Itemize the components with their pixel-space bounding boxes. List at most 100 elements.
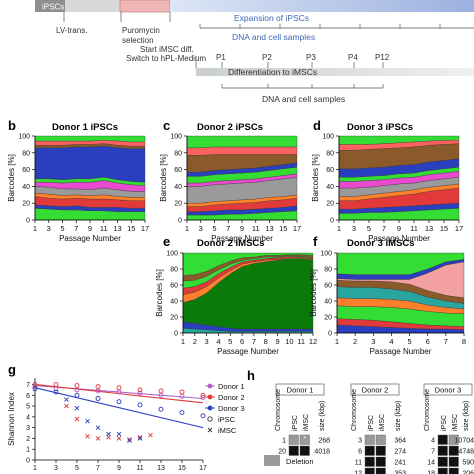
legend-deletion-swatch xyxy=(264,455,280,466)
x-tick-label: 11 xyxy=(410,224,418,233)
start-label-2: Switch to hPL-Medium xyxy=(126,54,206,63)
data-point-ipsc xyxy=(116,385,122,391)
data-point-imsc xyxy=(64,403,69,409)
data-point-imsc xyxy=(64,397,69,402)
data-point-ipsc xyxy=(137,387,143,393)
legend-marker xyxy=(207,405,213,411)
x-tick-label: 7 xyxy=(444,337,448,346)
y-tick-label: 2 xyxy=(26,436,30,443)
x-tick-label: 7 xyxy=(226,224,230,233)
legend-marker xyxy=(207,394,213,400)
samples-bottom-ticks xyxy=(221,84,384,88)
x-tick-label: 13 xyxy=(265,224,273,233)
x-tick-label: 13 xyxy=(157,465,165,472)
y-tick-label: 0 xyxy=(328,331,332,338)
y-tick-label: 100 xyxy=(18,134,30,141)
data-point-ipsc xyxy=(200,392,206,398)
x-tick-label: 17 xyxy=(455,224,463,233)
x-axis-label: Passage Number xyxy=(217,347,279,356)
cell-marker: * xyxy=(303,436,306,443)
ipsc-cell xyxy=(288,445,299,456)
y-tick-label: 1 xyxy=(26,447,30,454)
data-point-ipsc xyxy=(95,396,101,401)
area-series-11 xyxy=(186,135,298,148)
x-tick-label: 3 xyxy=(371,337,375,346)
imsc-cell xyxy=(375,434,386,445)
y-axis-label: Barcodes [%] xyxy=(311,154,320,202)
x-tick-label: 11 xyxy=(136,465,143,472)
y-tick-label: 60 xyxy=(326,167,334,174)
size-value: 241 xyxy=(394,460,406,467)
passage-p12: P12 xyxy=(375,53,390,62)
size-value: 4018 xyxy=(314,449,330,456)
start-label-1: Start iMSC diff. xyxy=(140,45,194,54)
x-tick-label: 4 xyxy=(216,337,220,346)
y-tick-label: 80 xyxy=(174,150,182,157)
area-series-8 xyxy=(34,145,146,183)
legend-marker-imsc xyxy=(207,427,213,433)
x-tick-label: 2 xyxy=(193,337,197,346)
x-tick-label: 9 xyxy=(275,337,279,346)
timeline-panel: iPSCs Expansion of iPSCs LV-trans. Purom… xyxy=(35,0,474,104)
imsc-cell xyxy=(375,456,386,467)
x-tick-label: 11 xyxy=(252,224,260,233)
chromosome-label: 11 xyxy=(355,460,362,467)
x-tick-label: 8 xyxy=(462,337,466,346)
x-tick-label: 5 xyxy=(212,224,216,233)
panel-c-title: Donor 2 iPSCs xyxy=(197,122,263,133)
x-tick-label: 2 xyxy=(353,337,357,346)
y-tick-label: 100 xyxy=(322,134,334,141)
x-tick-label: 13 xyxy=(425,224,433,233)
x-tick-label: 17 xyxy=(199,465,207,472)
data-point-imsc xyxy=(95,425,101,430)
legend-label: Donor 2 xyxy=(218,393,245,402)
data-point-imsc xyxy=(85,418,90,424)
column-header: iPSC xyxy=(441,415,448,431)
data-point-ipsc xyxy=(158,406,164,412)
y-tick-label: 80 xyxy=(170,267,178,274)
x-tick-label: 3 xyxy=(205,337,209,346)
panel-f-letter: f xyxy=(313,234,318,249)
imsc-cell xyxy=(299,445,310,456)
data-point-imsc xyxy=(127,438,132,443)
y-axis-label: Barcodes [%] xyxy=(159,154,168,202)
imsc-cell xyxy=(448,467,459,474)
y-tick-label: 100 xyxy=(320,251,332,258)
legend-deletion-label: Deletion xyxy=(286,457,314,466)
y-tick-label: 20 xyxy=(324,315,332,322)
data-point-imsc xyxy=(137,435,143,440)
y-tick-label: 80 xyxy=(326,150,334,157)
data-point-ipsc xyxy=(74,383,80,389)
y-tick-label: 6 xyxy=(26,393,30,400)
imsc-cell xyxy=(448,434,459,445)
passage-p4: P4 xyxy=(348,53,358,62)
x-tick-label: 3 xyxy=(54,465,58,472)
data-point-ipsc xyxy=(116,399,122,405)
passage-p1: P1 xyxy=(216,53,226,62)
samples-top-label: DNA and cell samples xyxy=(232,32,315,42)
x-tick-label: 3 xyxy=(352,224,356,233)
x-tick-label: 9 xyxy=(88,224,92,233)
y-axis-label: Barcodes [%] xyxy=(155,269,164,317)
data-point-ipsc xyxy=(53,389,59,395)
imsc-cell xyxy=(375,467,386,474)
y-tick-label: 40 xyxy=(174,184,182,191)
area-series-10 xyxy=(186,146,298,156)
x-tick-label: 15 xyxy=(440,224,448,233)
data-point-ipsc xyxy=(32,386,38,392)
data-point-imsc xyxy=(74,405,80,411)
y-tick-label: 100 xyxy=(166,251,178,258)
x-axis-label: Passage Number xyxy=(370,347,432,356)
x-tick-label: 13 xyxy=(113,224,121,233)
y-tick-label: 100 xyxy=(170,134,182,141)
x-tick-label: 4 xyxy=(389,337,393,346)
y-tick-label: 80 xyxy=(324,267,332,274)
data-point-ipsc xyxy=(74,392,80,398)
chromosome-label: 1 xyxy=(282,438,286,445)
y-tick-label: 20 xyxy=(174,201,182,208)
y-tick-label: 0 xyxy=(174,331,178,338)
x-tick-label: 1 xyxy=(33,224,37,233)
legend-marker-ipsc xyxy=(207,416,213,422)
